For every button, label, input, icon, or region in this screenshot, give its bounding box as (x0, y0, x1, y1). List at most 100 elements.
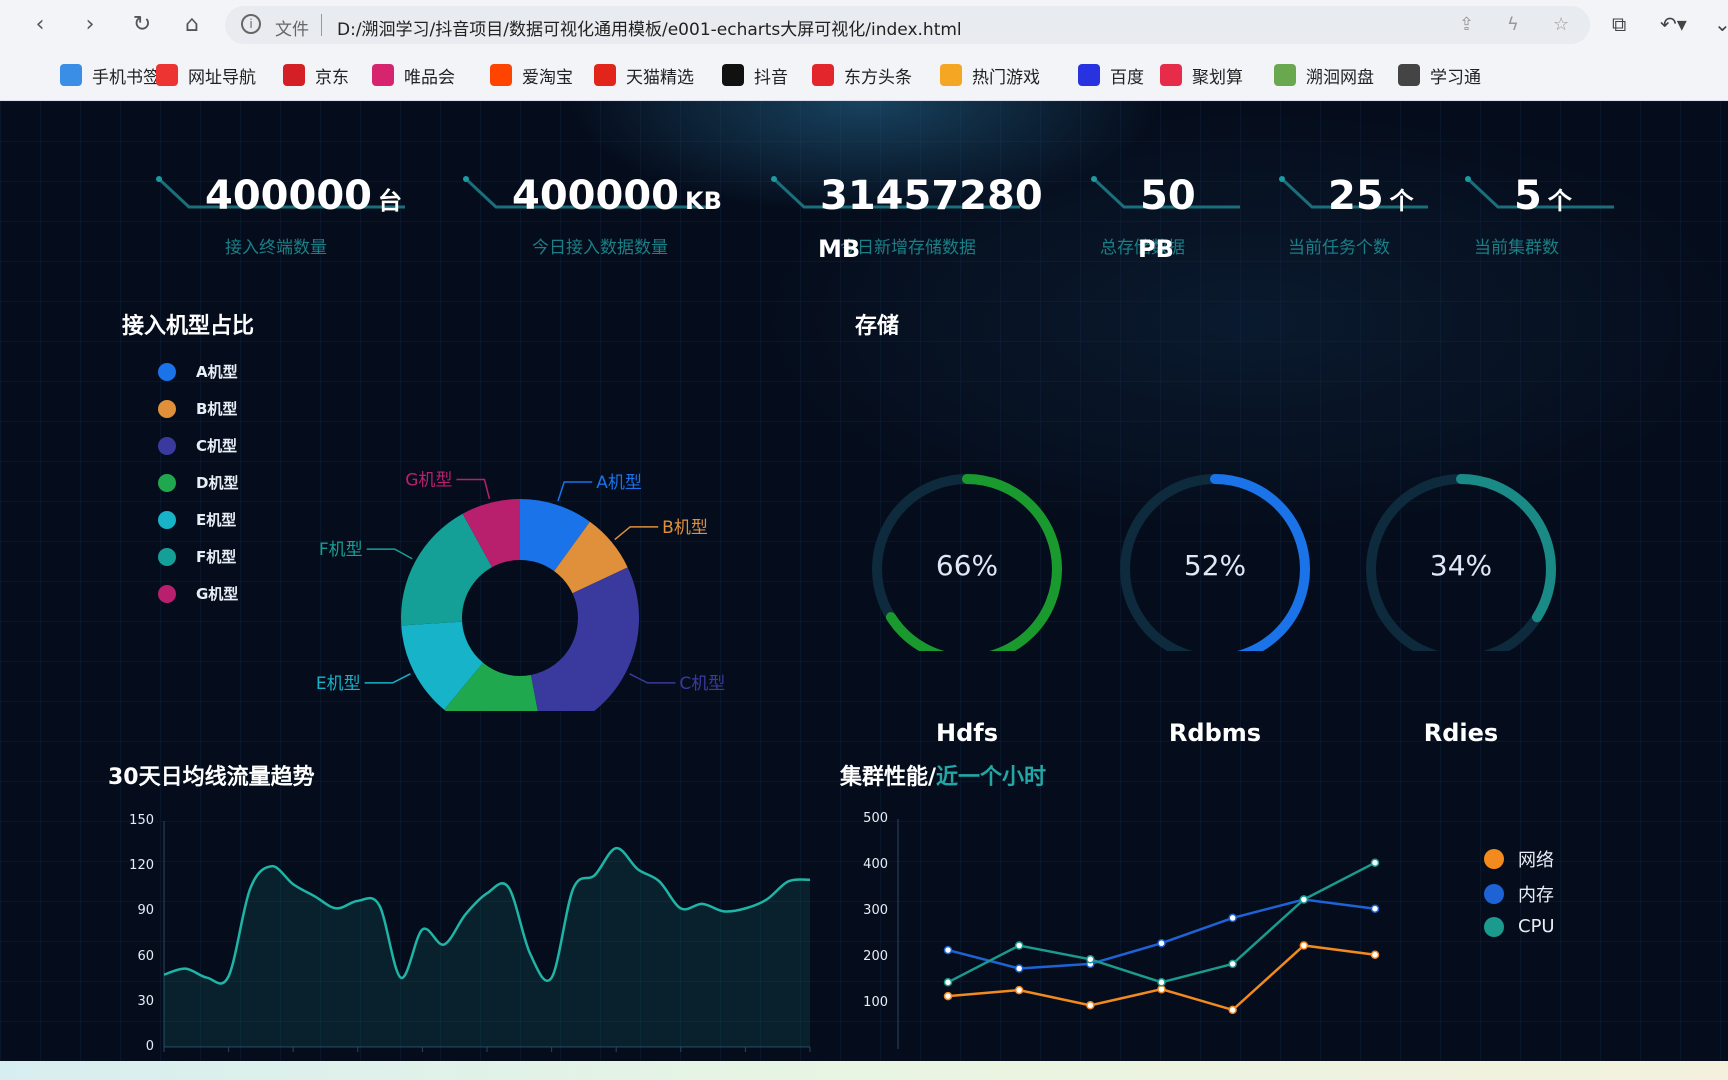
share-icon[interactable]: ⇪ (1459, 14, 1475, 35)
cluster-series-line (947, 944, 1376, 1012)
cluster-y-tick-label: 300 (863, 903, 888, 918)
pie-legend-item[interactable]: C机型 (158, 435, 237, 456)
cluster-y-tick-label: 200 (863, 949, 888, 964)
url-text[interactable]: D:/溯洄学习/抖音项目/数据可视化通用模板/e001-echarts大屏可视化… (337, 20, 962, 40)
cluster-title-text: 集群性能/ (840, 765, 937, 790)
cluster-data-point[interactable] (1228, 959, 1237, 969)
cluster-data-point[interactable] (943, 945, 953, 955)
bookmark-item[interactable]: 京东 (283, 63, 349, 88)
cluster-data-point[interactable] (943, 991, 953, 1001)
cluster-data-point[interactable] (1157, 938, 1166, 948)
pie-slice[interactable] (520, 499, 590, 572)
cluster-data-point[interactable] (943, 978, 953, 987)
pie-slice-label: E机型 (316, 674, 361, 694)
xuexitong-icon (1398, 64, 1420, 86)
legend-label: F机型 (196, 548, 237, 566)
stat-number: 400000 (205, 173, 372, 219)
cluster-data-point[interactable] (1228, 913, 1237, 923)
bookmark-item[interactable]: 唯品会 (372, 63, 455, 88)
cluster-data-point[interactable] (1228, 1005, 1237, 1015)
bookmark-item[interactable]: 热门游戏 (940, 63, 1040, 88)
pie-legend-item[interactable]: A机型 (158, 361, 238, 382)
cluster-data-point[interactable] (1157, 984, 1166, 994)
cluster-y-tick-label: 400 (863, 857, 888, 872)
pie-slice-label: G机型 (405, 470, 452, 490)
reload-icon[interactable]: ↻ (132, 12, 152, 37)
cluster-legend-item[interactable]: 网络 (1484, 846, 1554, 872)
nav-icon (156, 64, 178, 86)
bookmark-item[interactable]: 手机书签 (60, 63, 160, 88)
pie-legend-item[interactable]: D机型 (158, 472, 238, 493)
cluster-data-point[interactable] (1014, 985, 1024, 995)
cluster-data-point[interactable] (1370, 858, 1380, 867)
pie-slice[interactable] (401, 513, 493, 626)
info-icon[interactable]: i (241, 14, 261, 34)
undo-icon[interactable]: ↶▾ (1660, 12, 1687, 36)
bookmark-item[interactable]: 东方头条 (812, 63, 912, 88)
cluster-data-point[interactable] (1086, 955, 1095, 964)
pie-legend-item[interactable]: G机型 (158, 583, 238, 604)
bookmark-label: 天猫精选 (626, 67, 694, 88)
bookmark-item[interactable]: 天猫精选 (594, 63, 694, 88)
stat-unit: 个 (1389, 187, 1414, 215)
pie-legend-item[interactable]: B机型 (158, 398, 237, 419)
cluster-data-point[interactable] (1014, 964, 1024, 973)
bookmark-label: 学习通 (1430, 67, 1481, 88)
bookmark-item[interactable]: 聚划算 (1160, 63, 1243, 88)
pie-slice[interactable] (401, 621, 484, 710)
cluster-legend-item[interactable]: CPU (1484, 916, 1555, 937)
back-icon[interactable]: ‹ (35, 12, 45, 37)
trend-line (163, 846, 811, 985)
pie-label-line (629, 673, 676, 684)
cluster-series-line (947, 898, 1376, 970)
legend-dot (1484, 884, 1504, 904)
home-icon[interactable]: ⌂ (185, 12, 199, 37)
pie-slice-label: C机型 (679, 674, 725, 694)
bookmark-label: 爱淘宝 (522, 67, 573, 88)
bookmark-item[interactable]: 溯洄网盘 (1274, 63, 1374, 88)
pie-slice[interactable] (444, 662, 542, 711)
legend-label: D机型 (196, 474, 239, 492)
bookmark-item[interactable]: 抖音 (722, 63, 788, 88)
bookmark-item[interactable]: 百度 (1078, 63, 1144, 88)
jd-icon (283, 64, 305, 86)
star-icon[interactable]: ☆ (1553, 14, 1570, 35)
pie-slice[interactable] (530, 567, 639, 711)
cluster-legend-item[interactable]: 内存 (1484, 881, 1554, 907)
lightning-icon[interactable]: ϟ (1507, 14, 1519, 35)
bookmark-label: 网址导航 (188, 67, 256, 88)
cluster-data-point[interactable] (1370, 904, 1380, 913)
legend-label: E机型 (196, 511, 237, 529)
bookmark-label: 唯品会 (404, 67, 455, 88)
bookmark-item[interactable]: 爱淘宝 (490, 63, 573, 88)
cluster-data-point[interactable] (1157, 978, 1166, 987)
stat-number: 50 (1140, 173, 1196, 219)
forward-icon[interactable]: › (85, 12, 95, 37)
stat-unit: KB (685, 187, 722, 215)
bookmark-item[interactable]: 学习通 (1398, 63, 1481, 88)
address-bar[interactable]: i 文件 D:/溯洄学习/抖音项目/数据可视化通用模板/e001-echarts… (225, 6, 1590, 44)
stat-number: 5 (1514, 173, 1542, 219)
cluster-data-point[interactable] (1299, 895, 1309, 904)
douyin-icon (722, 64, 744, 86)
bookmark-item[interactable]: 网址导航 (156, 63, 256, 88)
pie-slice[interactable] (462, 499, 520, 568)
bookmark-label: 抖音 (754, 67, 788, 88)
menu-chevron-icon[interactable]: ⌄ (1714, 12, 1728, 36)
pie-slice[interactable] (554, 521, 628, 594)
taskbar-strip (0, 1061, 1728, 1080)
legend-label: A机型 (196, 363, 238, 381)
legend-dot (158, 510, 176, 529)
bookmark-label: 东方头条 (844, 67, 912, 88)
pie-legend-item[interactable]: E机型 (158, 509, 236, 530)
extensions-icon[interactable]: ⧉ (1612, 12, 1627, 36)
cluster-data-point[interactable] (1014, 941, 1024, 950)
pie-label-line (364, 673, 411, 684)
cluster-data-point[interactable] (1299, 941, 1309, 950)
legend-label: CPU (1518, 916, 1555, 937)
cluster-data-point[interactable] (1370, 950, 1380, 959)
pie-legend-item[interactable]: F机型 (158, 546, 236, 567)
stat-value: 400000 台 (205, 173, 402, 219)
cluster-data-point[interactable] (1086, 1001, 1095, 1010)
trend-area-fill (164, 848, 810, 1047)
